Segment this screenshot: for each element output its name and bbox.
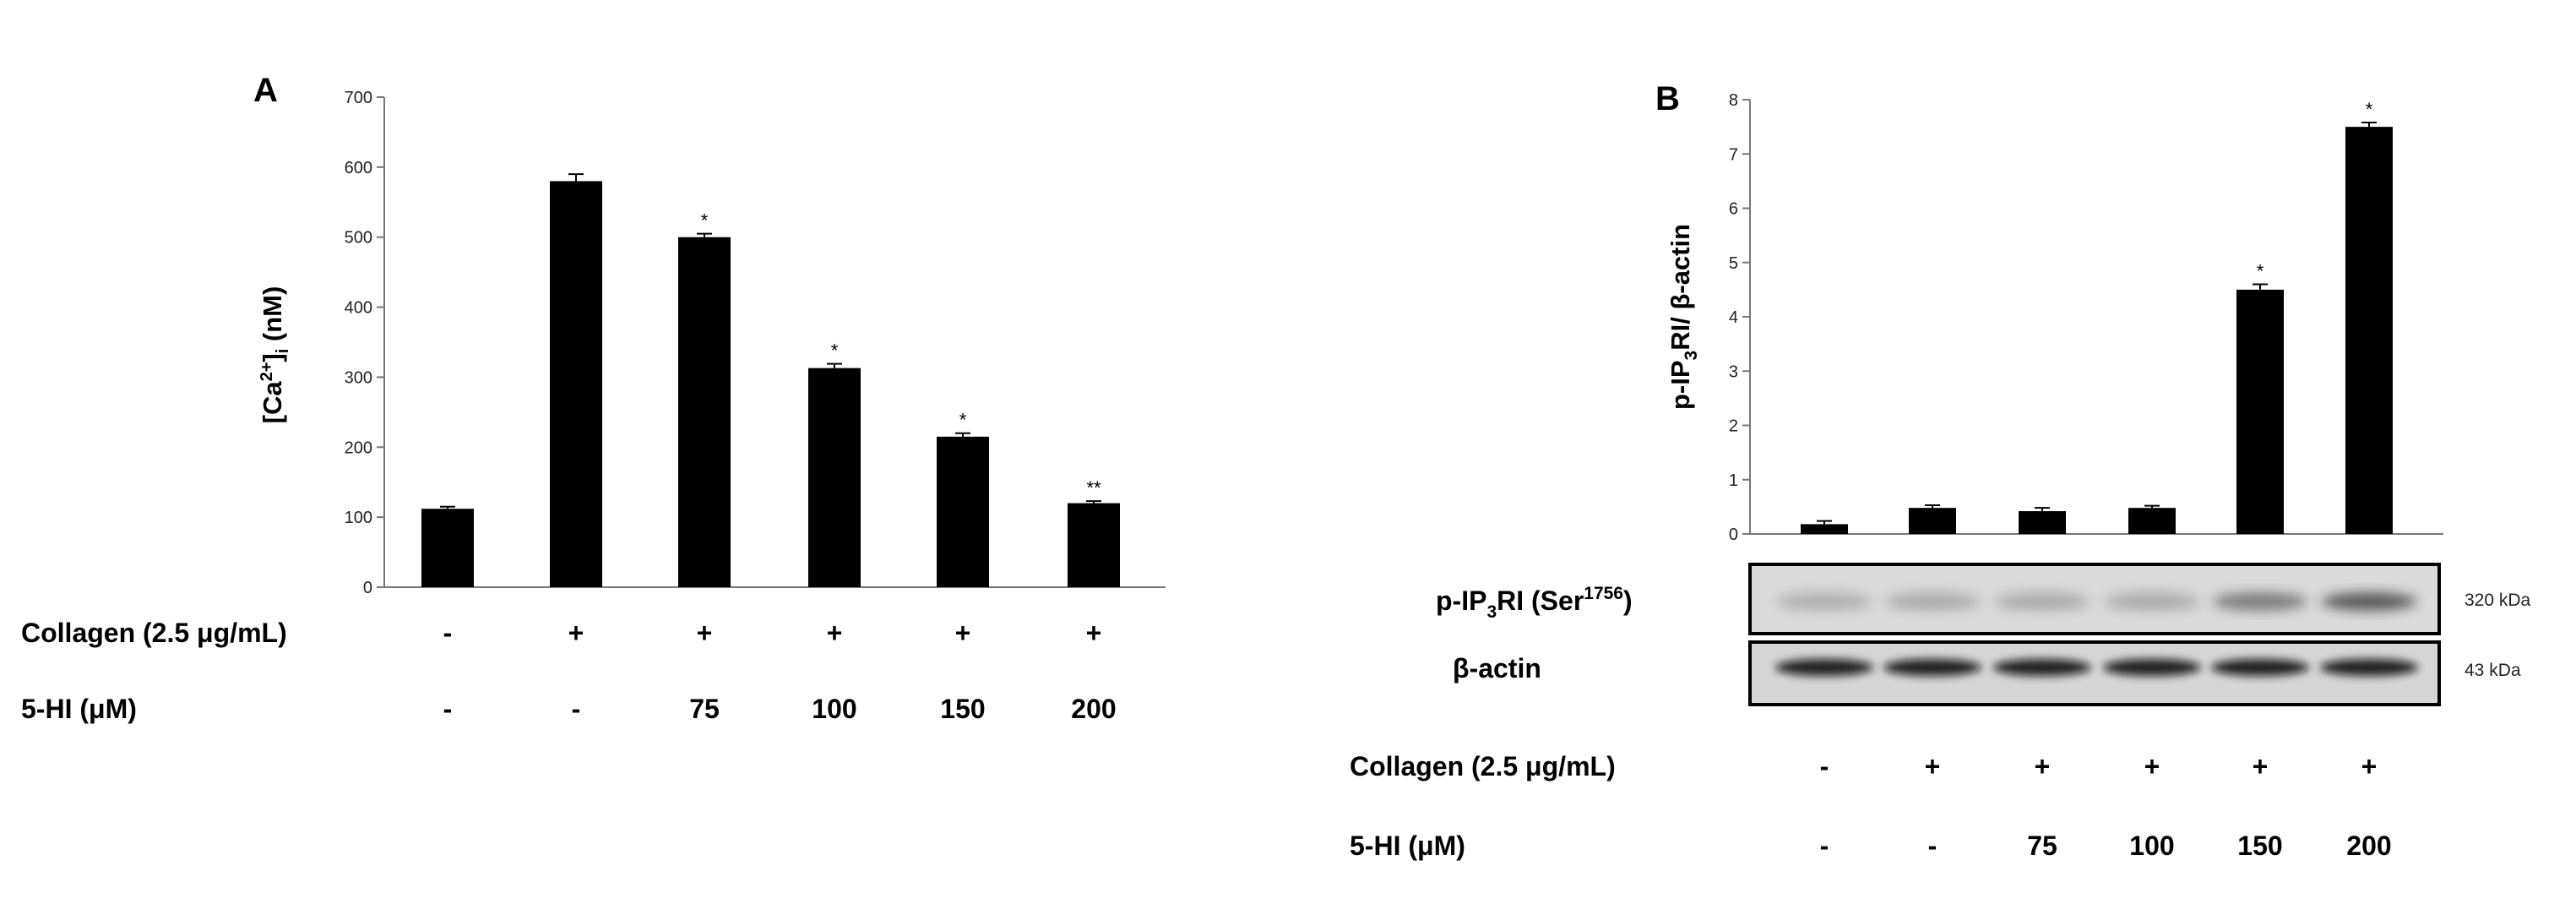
blot-band-beta-actin bbox=[2103, 659, 2201, 676]
y-tick-label: 0 bbox=[363, 579, 372, 597]
treatment-cell: - bbox=[1820, 751, 1829, 781]
significance-marker: * bbox=[959, 410, 967, 431]
y-tick-label: 100 bbox=[345, 509, 372, 527]
y-tick-label: 0 bbox=[1729, 526, 1738, 544]
treatment-cell: 75 bbox=[2027, 830, 2057, 861]
y-tick-label: 1 bbox=[1729, 471, 1738, 490]
treatment-cell: + bbox=[2035, 751, 2051, 781]
bar bbox=[1909, 508, 1956, 534]
panel-b-bars: ** bbox=[1801, 99, 2393, 534]
blot-kda-beta-actin: 43 kDa bbox=[2465, 661, 2521, 680]
bar bbox=[2236, 289, 2284, 534]
significance-marker: * bbox=[2366, 99, 2373, 120]
blot-band-p-ip3ri bbox=[2322, 592, 2416, 611]
y-tick-label: 400 bbox=[345, 299, 372, 318]
y-tick-label: 700 bbox=[345, 89, 372, 107]
panel-b-treatment-table: Collagen (2.5 μg/mL) - + + + + +5-HI (μM) - - 75 1… bbox=[1350, 751, 2392, 861]
treatment-cell: + bbox=[1086, 618, 1102, 648]
y-tick-label: 500 bbox=[345, 229, 372, 248]
bar bbox=[550, 181, 602, 587]
treatment-cell: 100 bbox=[812, 694, 856, 724]
blot-band-beta-actin bbox=[2320, 659, 2418, 676]
bar bbox=[421, 509, 474, 587]
blot-band-p-ip3ri bbox=[1885, 592, 1980, 611]
bar bbox=[1801, 524, 1848, 534]
panel-a-treatment-table: Collagen (2.5 μg/mL) - + + + + +5-HI (μM) - - 75 1… bbox=[21, 618, 1117, 724]
significance-marker: ** bbox=[1086, 477, 1101, 498]
significance-marker: * bbox=[701, 210, 709, 231]
blot-band-p-ip3ri bbox=[1777, 592, 1872, 611]
panel-a-y-axis-label: [Ca2+]i (nM) bbox=[258, 286, 292, 424]
treatment-row-label: Collagen (2.5 μg/mL) bbox=[1350, 751, 1616, 781]
blot-strip-beta-actin bbox=[1748, 640, 2441, 706]
y-tick-label: 600 bbox=[345, 159, 372, 177]
treatment-cell: + bbox=[827, 618, 843, 648]
panel-b-label: B bbox=[1655, 80, 1680, 117]
treatment-row-label: 5-HI (μM) bbox=[21, 694, 137, 724]
treatment-row-label: Collagen (2.5 μg/mL) bbox=[21, 618, 287, 648]
blot-band-beta-actin bbox=[2211, 659, 2309, 676]
y-tick-label: 7 bbox=[1729, 145, 1738, 164]
blot-band-p-ip3ri bbox=[2105, 592, 2199, 611]
significance-marker: * bbox=[2257, 260, 2264, 281]
panel-a-bars: ***** bbox=[421, 173, 1120, 587]
panel-a-label: A bbox=[253, 72, 278, 109]
blot-band-beta-actin bbox=[1993, 659, 2091, 676]
treatment-cell: + bbox=[697, 618, 713, 648]
bar bbox=[2019, 511, 2066, 534]
treatment-cell: + bbox=[955, 618, 971, 648]
blot-band-beta-actin bbox=[1775, 659, 1873, 676]
treatment-cell: + bbox=[2361, 751, 2378, 781]
blot-label-beta-actin: β-actin bbox=[1453, 653, 1541, 683]
y-tick-label: 3 bbox=[1729, 362, 1738, 381]
treatment-cell: + bbox=[2253, 751, 2269, 781]
y-tick-label: 4 bbox=[1729, 308, 1738, 327]
treatment-cell: 200 bbox=[1071, 694, 1116, 724]
blot-band-p-ip3ri bbox=[2213, 592, 2307, 611]
treatment-cell: - bbox=[443, 618, 453, 648]
y-tick-label: 2 bbox=[1729, 417, 1738, 436]
blot-label-p-ip3ri: p-IP3RI (Ser1756) bbox=[1436, 584, 1633, 622]
treatment-cell: 200 bbox=[2346, 830, 2391, 861]
blot-band-p-ip3ri bbox=[1995, 592, 2090, 611]
y-tick-label: 200 bbox=[345, 438, 372, 457]
bar bbox=[678, 237, 731, 587]
western-blot: p-IP3RI (Ser1756) β-actin 320 kDa 43 kDa bbox=[1436, 563, 2531, 706]
treatment-cell: - bbox=[443, 694, 453, 724]
significance-marker: * bbox=[831, 340, 839, 362]
bar bbox=[808, 368, 861, 587]
treatment-cell: - bbox=[1820, 830, 1829, 861]
y-tick-label: 300 bbox=[345, 368, 372, 387]
panel-b-y-axis-label: p-IP3RI/ β-actin bbox=[1666, 224, 1701, 410]
y-tick-label: 5 bbox=[1729, 254, 1738, 273]
treatment-row-label: 5-HI (μM) bbox=[1350, 830, 1465, 861]
treatment-cell: - bbox=[572, 694, 581, 724]
treatment-cell: 100 bbox=[2129, 830, 2174, 861]
y-tick-label: 8 bbox=[1729, 91, 1738, 110]
bar bbox=[2345, 127, 2393, 534]
treatment-cell: 150 bbox=[940, 694, 985, 724]
treatment-cell: + bbox=[568, 618, 584, 648]
blot-kda-p-ip3ri: 320 kDa bbox=[2465, 591, 2531, 610]
bar bbox=[1068, 503, 1120, 587]
y-tick-label: 6 bbox=[1729, 200, 1738, 219]
panel-b-ticks: 0 1 2 3 4 5 6 7 8 bbox=[1729, 91, 1750, 544]
blot-band-beta-actin bbox=[1883, 659, 1981, 676]
treatment-cell: - bbox=[1928, 830, 1937, 861]
panel-a-ticks: 0 100 200 300 400 500 600 700 bbox=[345, 89, 384, 597]
treatment-cell: 75 bbox=[689, 694, 720, 724]
treatment-cell: + bbox=[2144, 751, 2160, 781]
bar bbox=[937, 436, 989, 587]
treatment-cell: 150 bbox=[2237, 830, 2282, 861]
treatment-cell: + bbox=[1925, 751, 1941, 781]
bar bbox=[2128, 508, 2176, 534]
blot-bands bbox=[1775, 592, 2418, 676]
